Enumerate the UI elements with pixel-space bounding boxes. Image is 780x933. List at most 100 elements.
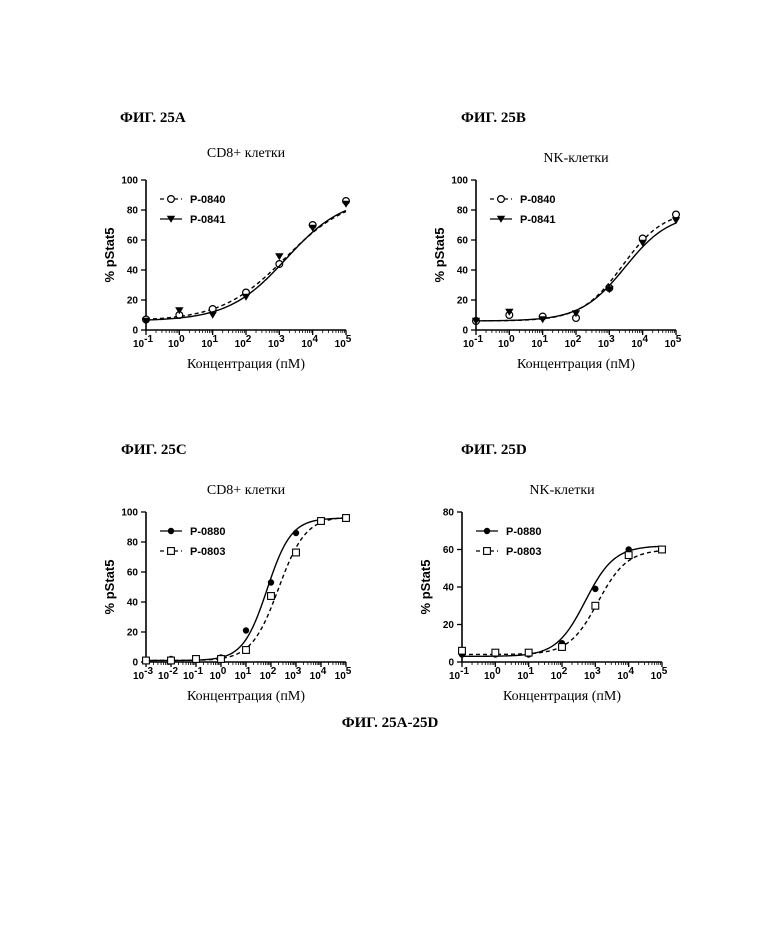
legend-marker [484,548,491,555]
x-tick-label: 105 [335,666,352,682]
data-point [492,649,499,656]
legend-label: P-0841 [190,214,225,226]
y-tick-label: 60 [457,236,469,247]
y-tick-label: 0 [448,658,454,669]
series-line-p-0840 [476,218,676,321]
chart-a: CD8+ клетки02040608010010-11001011021031… [102,146,352,372]
figure-caption: ФИГ. 25A-25D [0,715,780,732]
x-tick-label: 103 [598,334,615,350]
y-tick-label: 20 [127,628,139,639]
x-tick-label: 103 [285,666,302,682]
legend-label: P-0803 [190,546,225,558]
data-point [538,316,546,323]
legend-marker [484,528,490,534]
x-tick-label: 102 [260,666,277,682]
chart-title: CD8+ клетки [207,146,286,161]
legend-marker [168,548,175,555]
y-tick-label: 40 [457,266,469,277]
y-tick-label: 20 [127,296,139,307]
data-point [268,579,274,585]
y-axis-label: % pStat5 [432,228,447,283]
y-tick-label: 100 [121,176,138,187]
x-tick-label: 105 [335,334,352,350]
x-tick-label: 104 [310,666,327,682]
chart-d: NK-клетки02040608010-1100101102103104105… [418,483,668,704]
data-point [293,530,299,536]
data-point [592,586,598,592]
y-tick-label: 60 [127,236,139,247]
data-point [143,657,150,664]
y-tick-label: 60 [443,545,455,556]
series-line-p-0880 [146,518,346,660]
legend-marker [168,196,175,203]
y-tick-label: 40 [127,266,139,277]
legend-label: P-0880 [190,526,225,538]
data-point [318,518,325,525]
y-tick-label: 0 [132,326,138,337]
x-axis-label: Концентрация (пМ) [503,689,621,704]
y-tick-label: 80 [127,538,139,549]
x-tick-label: 103 [268,334,285,350]
data-point [459,647,466,654]
data-point [218,656,225,663]
data-point [672,217,680,224]
x-tick-label: 102 [235,334,252,350]
y-tick-label: 80 [443,508,455,519]
x-axis-label: Концентрация (пМ) [517,357,635,372]
data-point [525,649,532,656]
y-tick-label: 80 [127,206,139,217]
data-point [625,552,632,559]
y-tick-label: 100 [451,176,468,187]
x-tick-label: 100 [168,334,185,350]
data-point [659,546,666,553]
y-tick-label: 80 [457,206,469,217]
legend-label: P-0840 [190,194,225,206]
data-point [342,201,350,208]
y-tick-label: 20 [457,296,469,307]
legend-label: P-0803 [506,546,541,558]
y-tick-label: 0 [132,658,138,669]
legend-marker [168,528,174,534]
data-point [243,647,250,654]
x-tick-label: 104 [617,666,634,682]
x-tick-label: 103 [584,666,601,682]
x-tick-label: 101 [517,666,534,682]
y-tick-label: 60 [127,568,139,579]
y-tick-label: 40 [443,583,455,594]
y-axis-label: % pStat5 [102,228,117,283]
chart-title: NK-клетки [529,483,595,498]
y-axis-label: % pStat5 [102,560,117,615]
data-point [673,211,680,218]
x-tick-label: 102 [565,334,582,350]
y-tick-label: 40 [127,598,139,609]
x-tick-label: 10-2 [158,666,178,682]
x-tick-label: 105 [651,666,668,682]
series-line-p-0880 [462,546,662,656]
y-axis-label: % pStat5 [418,560,433,615]
data-point [193,656,200,663]
y-tick-label: 20 [443,620,455,631]
data-point [208,312,216,319]
x-tick-label: 104 [301,334,318,350]
data-point [592,602,599,609]
x-tick-label: 100 [484,666,501,682]
legend-label: P-0880 [506,526,541,538]
data-point [343,515,350,522]
x-tick-label: 105 [665,334,682,350]
chart-b: NK-клетки02040608010010-1100101102103104… [432,151,682,372]
data-point [243,627,249,633]
x-tick-label: 101 [201,334,218,350]
data-point [268,593,275,600]
x-axis-label: Концентрация (пМ) [187,689,305,704]
chart-c: CD8+ клетки02040608010010-310-210-110010… [102,483,352,704]
y-tick-label: 0 [462,326,468,337]
x-tick-label: 102 [551,666,568,682]
x-tick-label: 10-1 [183,666,203,682]
chart-title: CD8+ клетки [207,483,286,498]
y-tick-label: 100 [121,508,138,519]
x-tick-label: 100 [210,666,227,682]
x-tick-label: 104 [631,334,648,350]
data-point [275,253,283,260]
x-tick-label: 101 [235,666,252,682]
